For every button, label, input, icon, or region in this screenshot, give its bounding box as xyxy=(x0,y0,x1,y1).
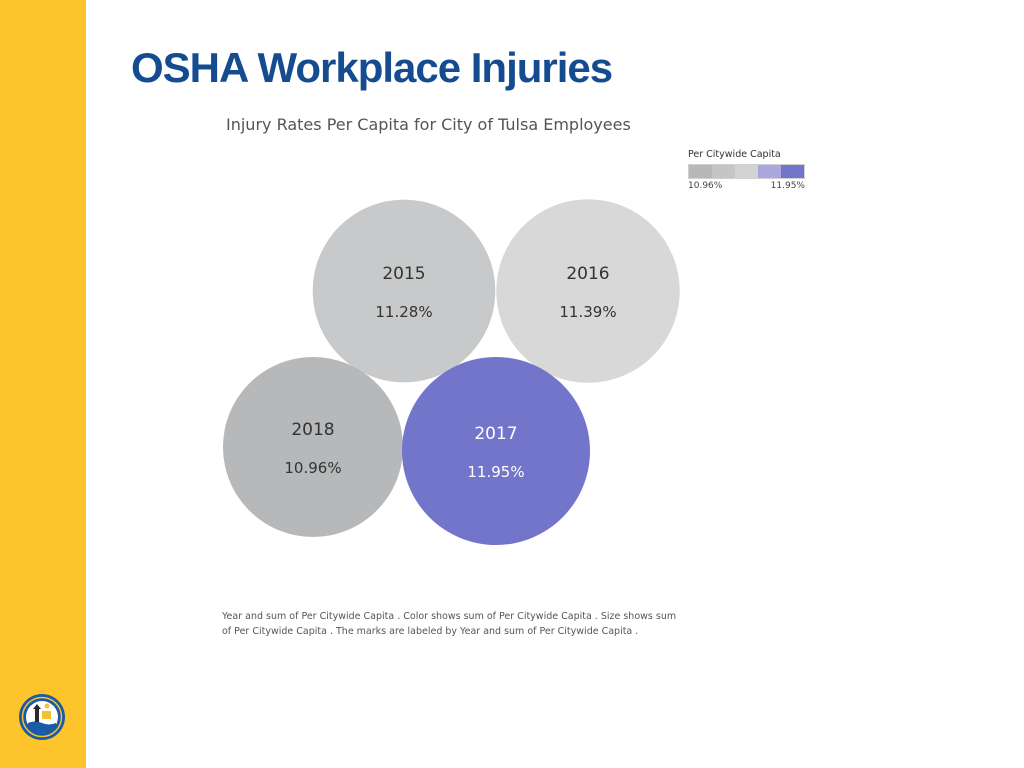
bubble-year-label: 2018 xyxy=(291,420,334,440)
bubble-year-label: 2016 xyxy=(566,264,609,284)
bubble-value-label: 10.96% xyxy=(284,459,341,477)
legend-title: Per Citywide Capita xyxy=(688,149,781,160)
bubble-2016: 2016 11.39% xyxy=(496,199,680,383)
side-accent-bar xyxy=(0,0,86,768)
legend-swatch xyxy=(712,165,735,178)
bubble-mark xyxy=(312,199,496,383)
slide-title: OSHA Workplace Injuries xyxy=(131,44,613,91)
bubble-year-label: 2017 xyxy=(474,424,517,444)
bubble-mark xyxy=(222,356,404,538)
legend-min-label: 10.96% xyxy=(688,181,723,191)
legend-swatch xyxy=(758,165,781,178)
legend-color-bar xyxy=(688,164,805,179)
legend-swatch xyxy=(689,165,712,178)
legend-swatch xyxy=(735,165,758,178)
bubble-mark xyxy=(496,199,680,383)
bubble-value-label: 11.39% xyxy=(559,303,616,321)
bubble-value-label: 11.95% xyxy=(467,463,524,481)
chart-title: Injury Rates Per Capita for City of Tuls… xyxy=(226,115,631,134)
bubble-2015: 2015 11.28% xyxy=(312,199,496,383)
city-of-tulsa-seal-icon xyxy=(19,694,65,740)
bubble-2017: 2017 11.95% xyxy=(402,357,590,545)
bubble-2018: 2018 10.96% xyxy=(222,356,404,538)
bubble-mark xyxy=(402,357,590,545)
bubble-value-label: 11.28% xyxy=(375,303,432,321)
chart-caption: Year and sum of Per Citywide Capita . Co… xyxy=(222,611,677,637)
legend-max-label: 11.95% xyxy=(770,181,805,191)
legend-swatch xyxy=(781,165,804,178)
bubble-year-label: 2015 xyxy=(382,264,425,284)
color-legend: Per Citywide Capita 10.96% 11.95% xyxy=(688,149,808,191)
